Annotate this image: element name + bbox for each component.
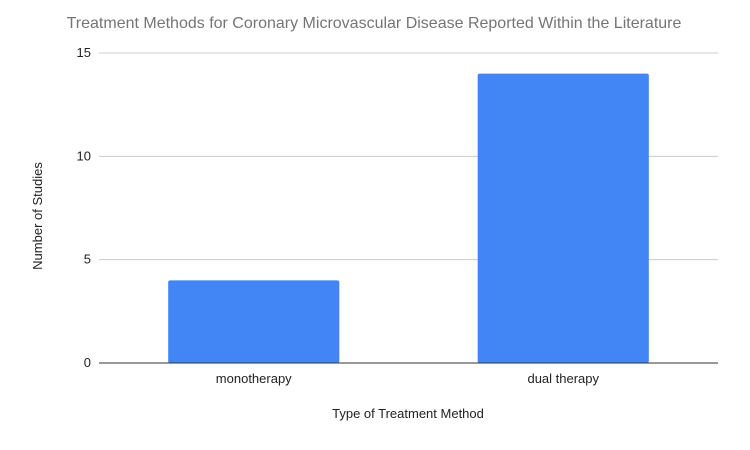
y-tick-label: 0 [84,355,91,370]
y-axis-title: Number of Studies [30,162,45,270]
y-tick-label: 5 [84,252,91,267]
x-axis-ticks: monotherapy dual therapy [216,371,600,386]
y-tick-label: 15 [77,45,91,60]
y-axis-ticks: 0 5 10 15 [77,45,91,370]
bar [477,73,649,364]
chart-title: Treatment Methods for Coronary Microvasc… [67,15,682,32]
bars [168,73,649,364]
bar [168,280,340,363]
x-tick-label: dual therapy [527,371,599,386]
x-tick-label: monotherapy [216,371,292,386]
y-tick-label: 10 [77,148,91,163]
x-axis-title: Type of Treatment Method [332,406,484,421]
